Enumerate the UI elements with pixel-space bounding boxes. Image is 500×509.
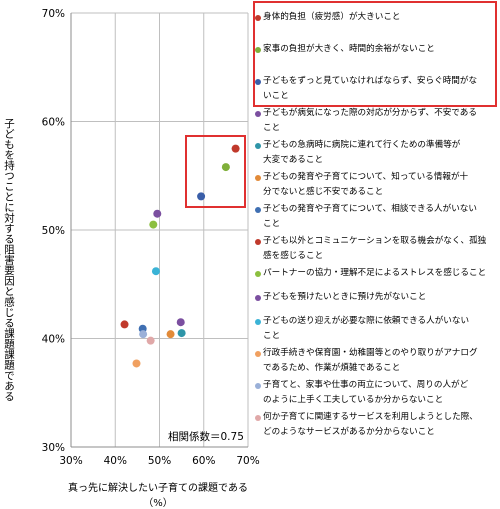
- correlation-annotation: 相関係数＝0.75: [168, 431, 244, 443]
- legend-marker-icon: [255, 175, 261, 181]
- data-point: [177, 329, 186, 338]
- legend-marker-icon: [255, 15, 261, 21]
- legend: 身体的負担（疲労感）が大きいこと 家事の負担が大きく、時間的余裕がないこと 子どもを…: [252, 0, 500, 460]
- legend-label: こと: [263, 219, 281, 229]
- data-point: [139, 330, 148, 339]
- y-tick-label: 40%: [42, 334, 65, 346]
- data-point: [151, 267, 160, 276]
- legend-marker-icon: [255, 319, 261, 325]
- legend-label: 子どもの発育や子育てについて、相談できる人がいない: [263, 204, 477, 214]
- legend-label: 子どもをずっと見ていなければならず、安らぐ時間がな: [263, 76, 478, 86]
- y-tick-label: 50%: [42, 225, 65, 237]
- data-point: [221, 163, 230, 172]
- x-tick-label: 40%: [104, 455, 127, 467]
- legend-marker-icon: [255, 239, 261, 245]
- legend-marker-icon: [255, 79, 261, 85]
- top-points-highlight-box: [185, 135, 246, 208]
- legend-item: 子どもの発育や子育てについて、相談できる人がいない こと: [252, 202, 496, 232]
- grid-lines: [70, 12, 249, 448]
- legend-label: パートナーの協力・理解不足によるストレスを感じること: [263, 268, 487, 278]
- legend-label: 身体的負担（疲労感）が大きいこと: [263, 12, 401, 22]
- legend-label: 家事の負担が大きく、時間的余裕がないこと: [263, 44, 435, 54]
- legend-label: 大変であること: [263, 155, 324, 165]
- data-point: [153, 209, 162, 218]
- y-tick-label: 70%: [42, 8, 65, 20]
- legend-item: 子どもの送り迎えが必要な際に依頼できる人がいない こと: [252, 314, 496, 344]
- data-point: [197, 192, 206, 201]
- legend-marker-icon: [255, 295, 261, 301]
- x-tick-label: 30%: [59, 455, 82, 467]
- legend-item: 子ども以外とコミュニケーションを取る機会がなく、孤独 感を感じること: [252, 234, 496, 264]
- legend-item: 子どもをずっと見ていなければならず、安らぐ時間がな いこと: [252, 74, 496, 104]
- legend-item: 家事の負担が大きく、時間的余裕がないこと: [252, 42, 496, 57]
- legend-label: のように上手く工夫しているか分からないこと: [263, 395, 444, 405]
- legend-label: 子どもの急病時に病院に連れて行くための準備等が: [263, 140, 461, 150]
- legend-item: 子育てと、家事や仕事の両立について、周りの人がど のように上手く工夫しているか分か…: [252, 378, 496, 408]
- x-axis-title: 真っ先に解決したい子育ての課題である（%）: [68, 483, 248, 509]
- data-points: [120, 144, 240, 368]
- legend-label: 子どもを預けたいときに預け先がないこと: [263, 292, 427, 302]
- y-tick-label: 30%: [42, 442, 65, 454]
- legend-marker-icon: [255, 351, 261, 357]
- legend-label: 子どもの送り迎えが必要な際に依頼できる人がいない: [263, 316, 470, 326]
- y-tick-label: 60%: [42, 117, 65, 129]
- legend-item: 行政手続きや保育園・幼稚園等とのやり取りがアナログ であるため、作業が煩雑であるこ…: [252, 346, 496, 376]
- x-tick-labels: 30% 40% 50% 60% 70%: [59, 455, 259, 467]
- legend-label: 子どもの発育や子育てについて、知っている情報が十: [263, 172, 469, 182]
- legend-highlight-box: [253, 1, 497, 107]
- legend-label: 何か子育てに関連するサービスを利用しようとした際、: [263, 412, 478, 422]
- legend-label: 感を感じること: [263, 251, 324, 261]
- legend-item: 身体的負担（疲労感）が大きいこと: [252, 10, 496, 25]
- data-point: [146, 336, 155, 345]
- legend-marker-icon: [255, 111, 261, 117]
- legend-item: パートナーの協力・理解不足によるストレスを感じること: [252, 266, 496, 281]
- data-point: [120, 320, 129, 329]
- legend-item: 子どもを預けたいときに預け先がないこと: [252, 290, 496, 305]
- y-tick-labels: 30% 40% 50% 60% 70%: [42, 8, 65, 454]
- data-point: [176, 318, 185, 327]
- data-point: [149, 220, 158, 229]
- legend-marker-icon: [255, 207, 261, 213]
- legend-marker-icon: [255, 143, 261, 149]
- legend-marker-icon: [255, 47, 261, 53]
- legend-label: こと: [263, 331, 281, 341]
- legend-marker-icon: [255, 415, 261, 421]
- legend-item: 子どもの急病時に病院に連れて行くための準備等が 大変であること: [252, 138, 496, 168]
- legend-label: であるため、作業が煩雑であること: [263, 363, 401, 373]
- x-tick-label: 70%: [236, 455, 259, 467]
- legend-item: 子どもが病気になった際の対応が分からず、不安である こと: [252, 106, 496, 136]
- legend-label: 行政手続きや保育園・幼稚園等とのやり取りがアナログ: [263, 348, 478, 358]
- legend-item: 子どもの発育や子育てについて、知っている情報が十 分でないと感じ不安であること: [252, 170, 496, 200]
- legend-item: 何か子育てに関連するサービスを利用しようとした際、 どのようなサービスがあるか分か…: [252, 410, 496, 440]
- y-axis-title: 子どもを持つことに対する阻害要因と感じる課題課題である（%）: [0, 118, 15, 402]
- data-point: [132, 359, 141, 368]
- legend-label: 分でないと感じ不安であること: [263, 187, 384, 197]
- legend-marker-icon: [255, 383, 261, 389]
- legend-label: 子ども以外とコミュニケーションを取る機会がなく、孤独: [263, 236, 487, 246]
- legend-label: どのようなサービスがあるか分からないこと: [263, 427, 435, 437]
- x-tick-label: 60%: [192, 455, 215, 467]
- legend-label: 子どもが病気になった際の対応が分からず、不安である: [263, 108, 477, 118]
- legend-label: 子育てと、家事や仕事の両立について、周りの人がど: [263, 380, 469, 390]
- x-tick-label: 50%: [148, 455, 171, 467]
- data-point: [231, 144, 240, 153]
- legend-label: いこと: [263, 91, 289, 101]
- legend-marker-icon: [255, 271, 261, 277]
- legend-label: こと: [263, 123, 281, 133]
- data-point: [166, 330, 175, 339]
